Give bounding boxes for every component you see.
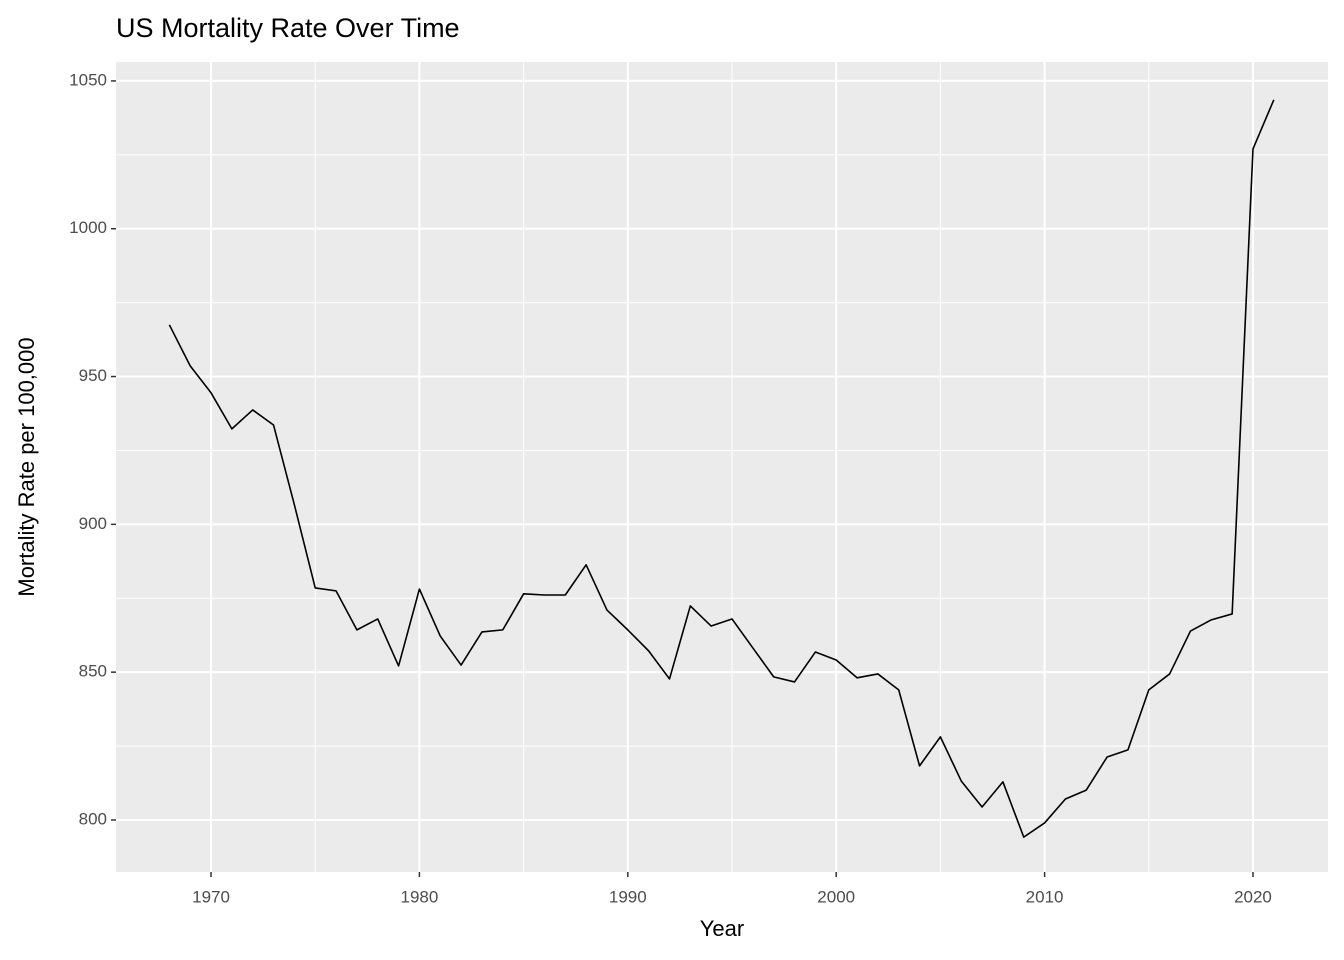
x-axis-title: Year [700,916,744,941]
y-tick-label: 800 [79,809,107,828]
y-tick-label: 900 [79,514,107,533]
y-tick-label: 850 [79,662,107,681]
y-axis-title: Mortality Rate per 100,000 [14,337,39,596]
chart-title: US Mortality Rate Over Time [116,13,460,43]
y-tick-label: 950 [79,366,107,385]
panel [116,62,1328,872]
y-tick-label: 1000 [69,218,107,237]
x-tick-label: 1980 [401,887,439,906]
x-tick-label: 2020 [1234,887,1272,906]
x-tick-label: 1970 [192,887,230,906]
x-tick-label: 2000 [817,887,855,906]
grid [116,62,1328,872]
data-line [168,99,1275,838]
x-tick-label: 1990 [609,887,647,906]
x-tick-label: 2010 [1026,887,1064,906]
y-tick-label: 1050 [69,70,107,89]
